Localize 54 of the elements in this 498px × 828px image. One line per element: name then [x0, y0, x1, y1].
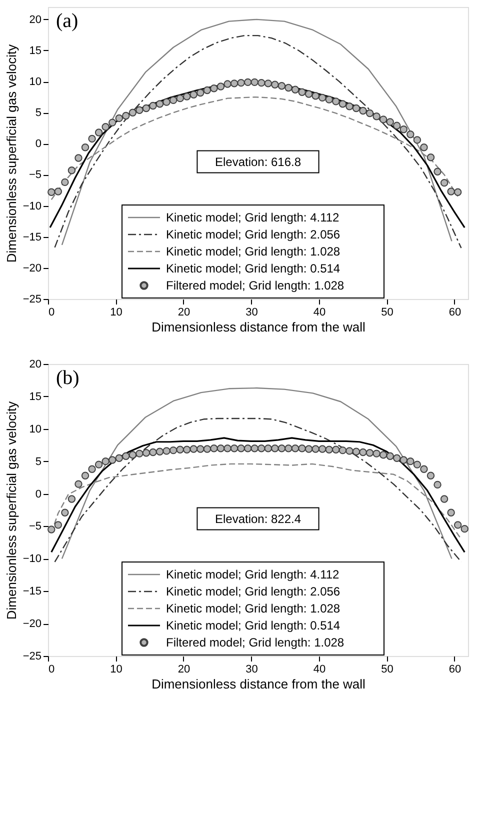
annotation: (b)	[56, 367, 80, 389]
y-tick-label: 0	[35, 138, 42, 150]
y-tick-label: −5	[28, 169, 42, 182]
legend-label: Kinetic model; Grid length: 1.028	[166, 602, 340, 616]
annotation: Elevation: 616.8	[214, 154, 302, 169]
y-tick-label: −5	[28, 520, 42, 533]
x-tick-label: 50	[381, 664, 394, 676]
annotation: Elevation: 822.4	[214, 512, 302, 526]
y-tick-label: 0	[35, 488, 42, 500]
y-tick-label: −25	[22, 294, 42, 306]
legend-label: Kinetic model; Grid length: 1.028	[166, 244, 340, 258]
x-tick-label: 40	[313, 664, 326, 676]
x-tick-label: 30	[246, 664, 258, 676]
y-tick-label: −20	[22, 618, 42, 630]
y-tick-label: 5	[35, 107, 42, 120]
legend-label: Kinetic model; Grid length: 2.056	[166, 228, 340, 242]
legend-label: Kinetic model; Grid length: 0.514	[166, 262, 340, 276]
x-tick-label: 20	[178, 664, 190, 676]
y-tick-label: −20	[22, 262, 42, 274]
y-tick-label: −10	[22, 200, 42, 212]
y-tick-label: 10	[29, 423, 42, 436]
legend-label: Kinetic model; Grid length: 0.514	[166, 618, 340, 632]
x-tick-label: 20	[178, 306, 190, 318]
legend-label: Kinetic model; Grid length: 4.112	[166, 568, 340, 582]
legend-label: Kinetic model; Grid length: 2.056	[166, 584, 340, 598]
y-tick-label: 20	[29, 14, 42, 26]
x-tick-label: 60	[448, 306, 462, 318]
y-tick-label: −15	[22, 231, 42, 244]
x-tick-label: 60	[448, 664, 462, 676]
y-tick-label: 20	[29, 358, 42, 370]
line-series	[50, 437, 466, 553]
y-tick-label: 15	[29, 44, 42, 57]
y-tick-label: −10	[22, 553, 42, 566]
x-axis-title: Dimensionless distance from the wall	[152, 320, 366, 334]
x-tick-label: 10	[110, 306, 122, 318]
y-tick-label: 5	[35, 456, 42, 468]
line-series	[54, 418, 462, 563]
x-tick-label: 30	[246, 306, 258, 318]
x-axis-title: Dimensionless distance from the wall	[152, 676, 366, 692]
x-tick-label: 50	[381, 306, 394, 318]
x-tick-label: 40	[313, 306, 326, 318]
y-axis-title: Dimensionless superficial gas velocity	[4, 44, 19, 263]
y-tick-label: −15	[22, 586, 42, 598]
annotation: (a)	[56, 10, 78, 32]
legend-label: Filtered model; Grid length: 1.028	[166, 636, 344, 650]
x-tick-label: 0	[48, 306, 55, 318]
y-tick-label: −25	[22, 650, 42, 662]
x-tick-label: 10	[110, 664, 122, 676]
y-tick-label: 15	[29, 390, 42, 403]
x-tick-label: 0	[48, 664, 55, 676]
legend-label: Kinetic model; Grid length: 4.112	[166, 210, 340, 224]
y-tick-label: 10	[29, 76, 42, 88]
y-axis-title: Dimensionless superficial gas velocity	[4, 400, 19, 620]
legend-label: Filtered model; Grid length: 1.028	[166, 278, 344, 292]
